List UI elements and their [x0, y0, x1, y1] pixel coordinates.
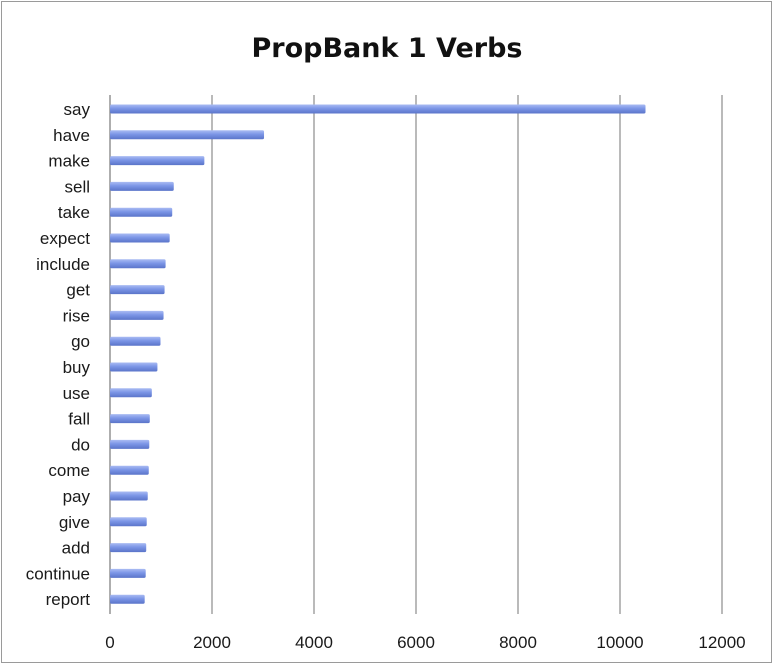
bar-do — [110, 439, 150, 449]
category-label-make: make — [48, 152, 90, 171]
category-label-take: take — [58, 203, 90, 222]
bar-pay — [110, 491, 148, 501]
category-label-fall: fall — [68, 410, 90, 429]
bar-add — [110, 543, 147, 553]
bar-say — [110, 104, 646, 114]
chart-title: PropBank 1 Verbs — [252, 33, 523, 64]
category-label-add: add — [62, 539, 90, 558]
category-label-use: use — [63, 384, 90, 403]
category-label-say: say — [64, 100, 91, 119]
category-label-rise: rise — [63, 306, 90, 325]
x-tick-label: 6000 — [397, 633, 435, 652]
bars — [110, 104, 646, 604]
bar-sell — [110, 181, 174, 191]
x-tick-label: 2000 — [193, 633, 231, 652]
category-labels: say have make sell take expect include get rise g… — [26, 100, 91, 609]
x-tick-label: 12000 — [698, 633, 745, 652]
bar-go — [110, 336, 161, 346]
category-label-include: include — [36, 255, 90, 274]
category-label-expect: expect — [40, 229, 90, 248]
category-label-continue: continue — [26, 564, 90, 583]
bar-buy — [110, 362, 158, 372]
category-label-do: do — [71, 435, 90, 454]
bar-get — [110, 285, 165, 295]
x-tick-label: 10000 — [596, 633, 643, 652]
category-label-buy: buy — [63, 358, 91, 377]
bar-expect — [110, 233, 170, 243]
gridlines — [109, 95, 723, 614]
x-tick-labels: 0 2000 4000 6000 8000 10000 12000 — [105, 633, 745, 652]
bar-give — [110, 517, 147, 527]
bar-come — [110, 465, 149, 475]
bar-have — [110, 130, 265, 140]
category-label-come: come — [48, 461, 90, 480]
bar-continue — [110, 568, 146, 578]
x-tick-label: 8000 — [499, 633, 537, 652]
x-tick-label: 4000 — [295, 633, 333, 652]
category-label-go: go — [71, 332, 90, 351]
bar-rise — [110, 310, 164, 320]
category-label-report: report — [46, 590, 91, 609]
category-label-get: get — [66, 281, 90, 300]
category-label-give: give — [59, 513, 90, 532]
bar-take — [110, 207, 173, 217]
category-label-have: have — [53, 126, 90, 145]
bar-use — [110, 388, 152, 398]
bar-report — [110, 594, 145, 604]
category-label-pay: pay — [63, 487, 91, 506]
bar-fall — [110, 414, 150, 424]
bar-include — [110, 259, 166, 269]
x-tick-label: 0 — [105, 633, 114, 652]
category-label-sell: sell — [64, 177, 90, 196]
bar-make — [110, 156, 205, 166]
